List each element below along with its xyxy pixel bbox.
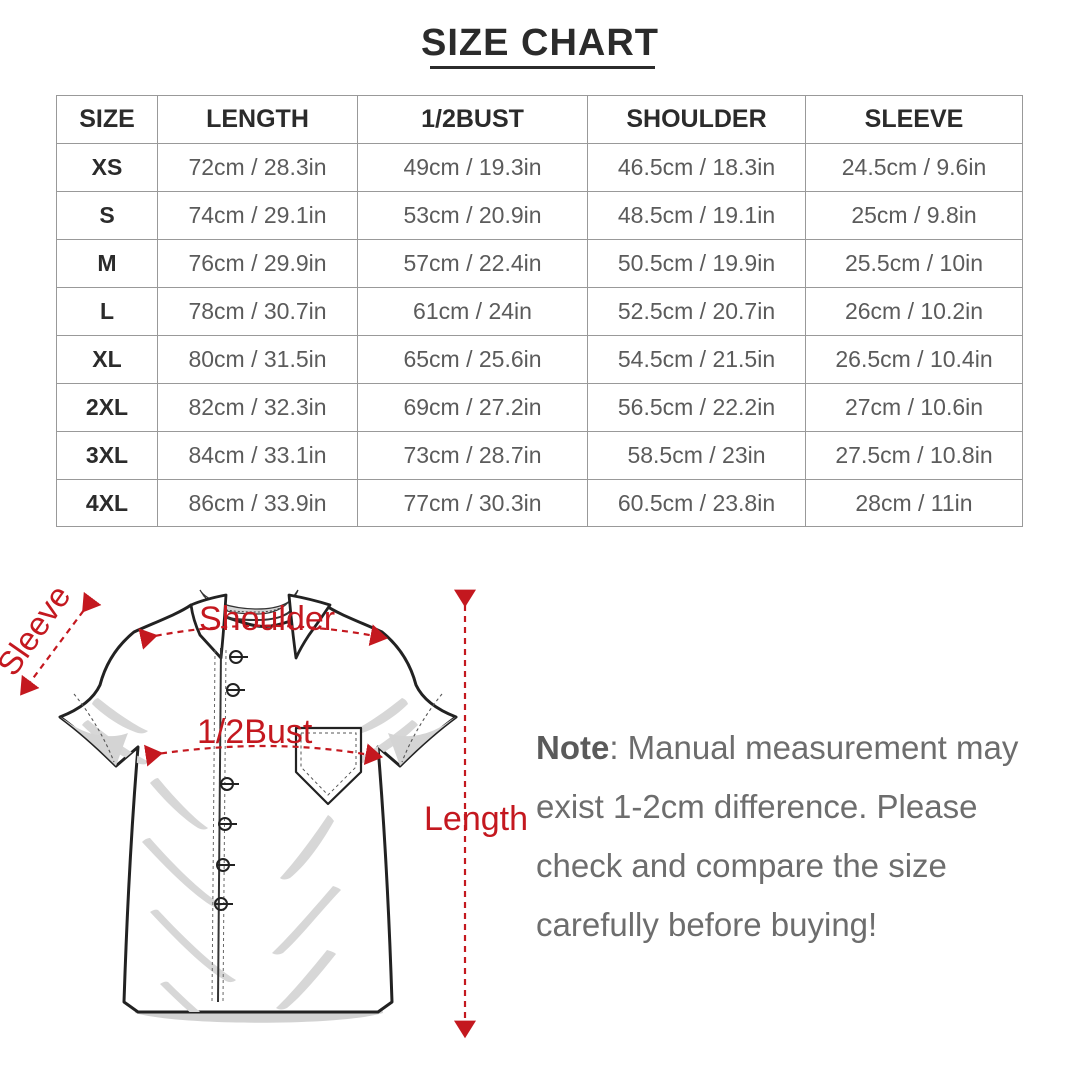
svg-text:Length: Length <box>424 800 528 838</box>
svg-text:Sleeve: Sleeve <box>0 578 78 682</box>
svg-text:Shoulder: Shoulder <box>199 600 335 638</box>
svg-text:1/2Bust: 1/2Bust <box>197 713 313 751</box>
